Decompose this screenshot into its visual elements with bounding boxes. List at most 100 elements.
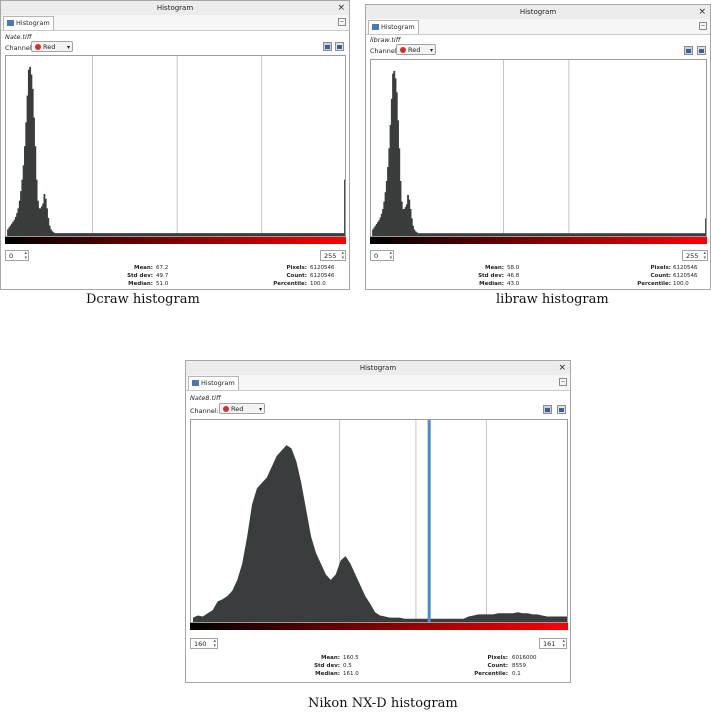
- tab-histogram[interactable]: Histogram: [368, 20, 419, 34]
- linear-view-icon[interactable]: [323, 42, 332, 51]
- histogram-bar-167: [581, 233, 583, 236]
- histogram-bar-70: [98, 233, 100, 236]
- tab-histogram[interactable]: Histogram: [188, 376, 239, 390]
- channel-select[interactable]: Red ▾: [396, 44, 436, 55]
- histogram-bar-257: [693, 233, 696, 236]
- histogram-bar-97: [133, 233, 136, 236]
- histogram-bar-5: [378, 220, 381, 236]
- histogram-bar-47: [68, 233, 71, 236]
- histogram-bar-43: [425, 233, 428, 236]
- histogram-bar-251: [686, 233, 689, 236]
- range-end-field[interactable]: 255 ▴ ▾: [320, 250, 346, 261]
- log-view-icon[interactable]: [557, 405, 566, 414]
- close-icon[interactable]: ×: [698, 7, 706, 17]
- histogram-bar-205: [273, 233, 276, 236]
- histogram-bar-110: [509, 233, 512, 236]
- close-icon[interactable]: ×: [558, 363, 566, 373]
- histogram-bar-247: [328, 233, 331, 236]
- channel-color-icon: [400, 47, 406, 53]
- histogram-bar-93: [488, 233, 491, 236]
- window-titlebar: Histogram ×: [366, 5, 710, 20]
- histogram-bar-120: [163, 233, 166, 236]
- histogram-bar-140: [189, 233, 192, 236]
- channel-color-icon: [223, 406, 229, 412]
- histogram-bar-21: [34, 146, 37, 236]
- linear-view-icon[interactable]: [684, 46, 693, 55]
- histogram-bar-117: [518, 233, 521, 236]
- histogram-bar-35: [415, 232, 418, 236]
- histogram-bar-152: [204, 233, 207, 236]
- spin-arrows-icon[interactable]: ▴ ▾: [703, 250, 706, 261]
- mean-value: 58.0: [507, 265, 520, 271]
- histogram-bar-183: [245, 233, 248, 236]
- spin-arrows-icon[interactable]: ▴ ▾: [341, 250, 344, 261]
- linear-view-icon[interactable]: [543, 405, 552, 414]
- channel-gradient-bar: [5, 237, 346, 244]
- spin-arrows-icon[interactable]: ▴ ▾: [389, 250, 392, 261]
- selection-range[interactable]: [427, 420, 431, 623]
- spin-arrows-icon[interactable]: ▴ ▾: [213, 638, 216, 649]
- histogram-bar-237: [668, 233, 671, 236]
- histogram-bar-26: [40, 206, 43, 236]
- channel-select[interactable]: Red ▾: [219, 403, 265, 414]
- histogram-bar-234: [311, 233, 314, 236]
- close-icon[interactable]: ×: [337, 3, 345, 13]
- histogram-bar-131: [177, 233, 180, 236]
- histogram-bar-114: [514, 233, 517, 236]
- histogram-bar-221: [648, 233, 651, 236]
- histogram-bar-236: [314, 233, 316, 236]
- histogram-bar-185: [247, 233, 250, 236]
- histogram-bar-207: [631, 233, 634, 236]
- histogram-plot[interactable]: [190, 419, 568, 623]
- histogram-bar-231: [661, 233, 664, 236]
- minimize-icon[interactable]: ‒: [699, 22, 707, 30]
- median-value: 51.0: [156, 281, 169, 287]
- histogram-bar-90: [484, 233, 487, 236]
- histogram-bar-241: [320, 233, 323, 236]
- histogram-bar-122: [524, 233, 527, 236]
- histogram-bar-190: [254, 233, 257, 236]
- histogram-bar-169: [226, 233, 229, 236]
- histogram-bar-209: [279, 233, 281, 236]
- range-end-field[interactable]: 255 ▴ ▾: [682, 250, 708, 261]
- range-end-field[interactable]: 161 ▴ ▾: [539, 638, 567, 649]
- minimize-icon[interactable]: ‒: [338, 18, 346, 26]
- histogram-bar-191: [255, 233, 258, 236]
- histogram-bar-57: [81, 233, 84, 236]
- histogram-bar-31: [410, 218, 413, 236]
- histogram-bar-46: [66, 233, 69, 236]
- histogram-bar-111: [511, 233, 513, 236]
- minimize-icon[interactable]: ‒: [559, 378, 567, 386]
- log-view-icon[interactable]: [335, 42, 344, 51]
- histogram-bar-129: [533, 233, 536, 236]
- spin-arrows-icon[interactable]: ▴ ▾: [24, 250, 27, 261]
- tab-histogram[interactable]: Histogram: [3, 16, 54, 30]
- histogram-bar-248: [329, 233, 332, 236]
- histogram-bar-185: [603, 233, 606, 236]
- channel-select[interactable]: Red ▾: [31, 41, 73, 52]
- histogram-bar-78: [108, 233, 111, 236]
- histogram-bar-60: [85, 233, 87, 236]
- histogram-bar-51: [73, 233, 76, 236]
- log-view-icon[interactable]: [697, 46, 706, 55]
- range-start-field[interactable]: 160 ▴ ▾: [190, 638, 218, 649]
- histogram-bar-3: [375, 223, 378, 236]
- range-start-field[interactable]: 0 ▴ ▾: [370, 250, 394, 261]
- histogram-bar-225: [299, 233, 302, 236]
- median-value: 43.0: [507, 281, 520, 287]
- histogram-bar-27: [42, 203, 45, 236]
- histogram-window-dcraw: Histogram × Histogram ‒ Nate.tiff Channe…: [0, 0, 350, 290]
- histogram-bar-23: [37, 200, 39, 236]
- histogram-bar-261: [698, 233, 701, 236]
- histogram-bar-264: [702, 233, 705, 236]
- histogram-bar-124: [527, 233, 530, 236]
- histogram-plot[interactable]: [370, 59, 707, 237]
- histogram-bar-53: [76, 233, 78, 236]
- spin-arrows-icon[interactable]: ▴ ▾: [562, 638, 565, 649]
- histogram-bar-258: [342, 233, 345, 236]
- histogram-plot[interactable]: [5, 55, 346, 237]
- channel-gradient-bar: [190, 623, 568, 630]
- stats-right-labels: Pixels: Count: Percentile:: [269, 264, 307, 288]
- histogram-bar-238: [670, 233, 672, 236]
- range-start-field[interactable]: 0 ▴ ▾: [5, 250, 29, 261]
